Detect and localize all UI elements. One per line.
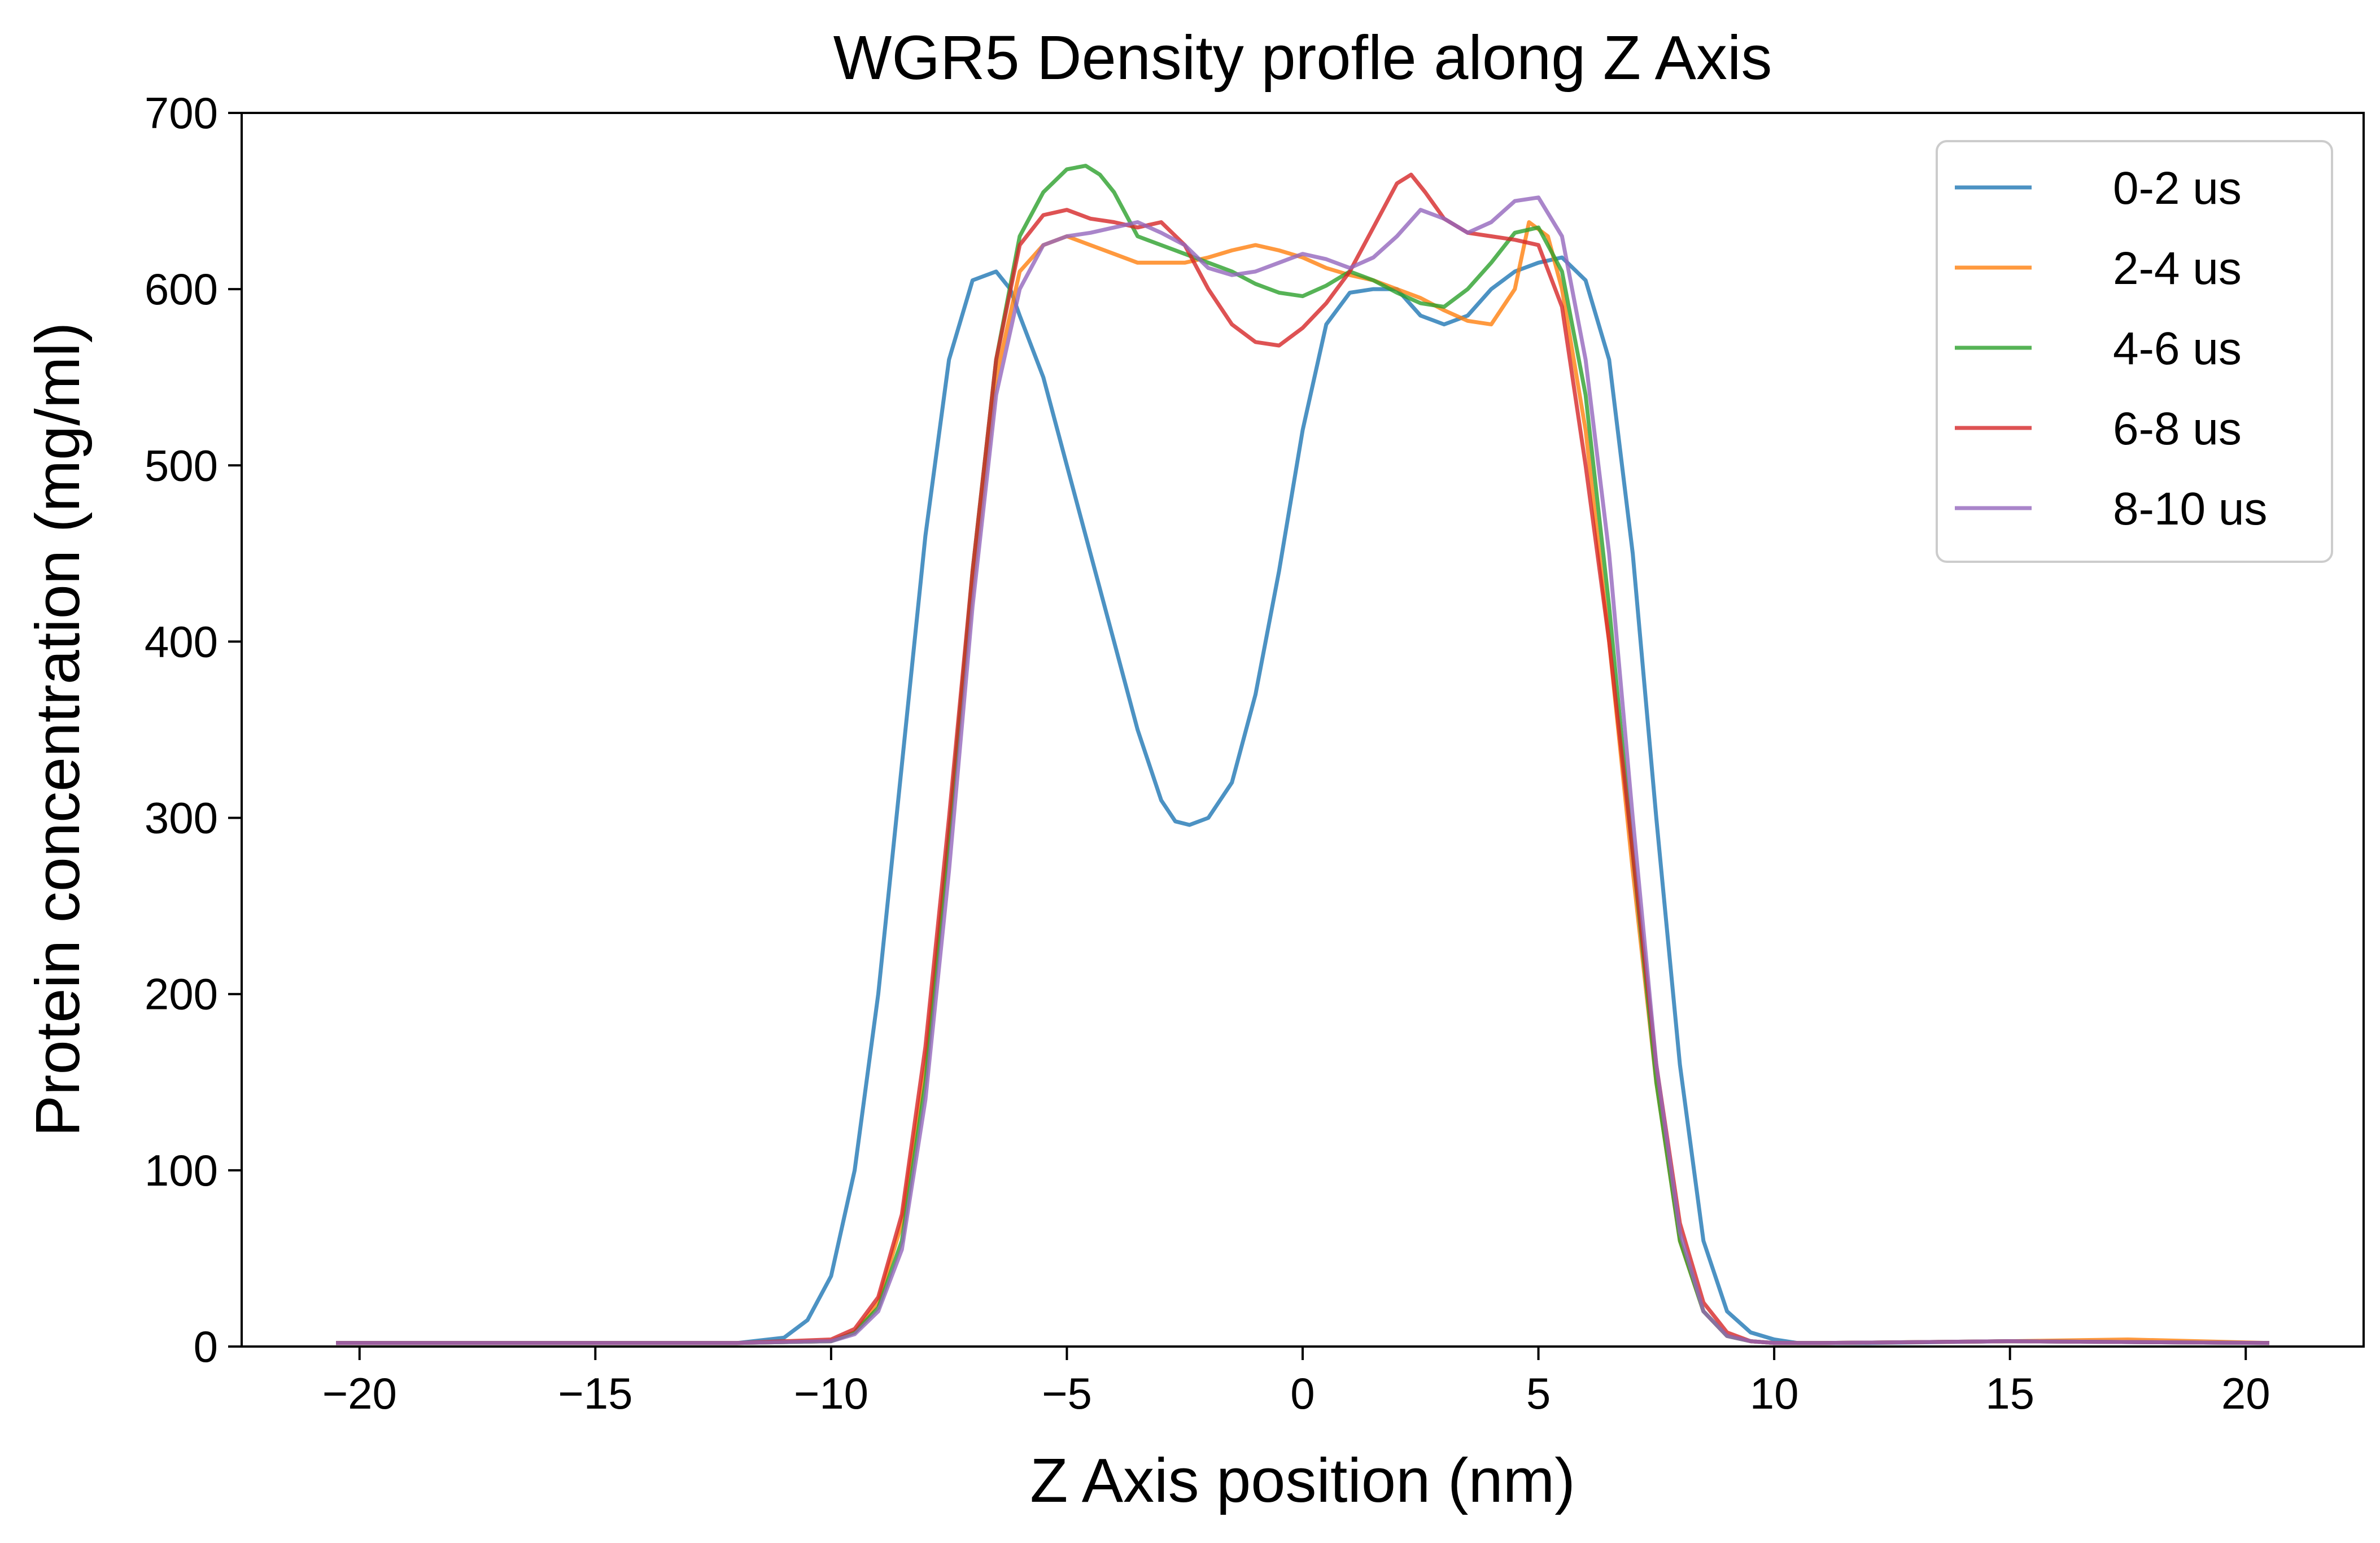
series-layer — [336, 164, 2270, 1345]
y-tick-label: 700 — [145, 88, 218, 138]
legend-label: 2-4 us — [2113, 243, 2242, 294]
y-axis-ticks: 0 100 200 300 400 500 600 700 — [145, 88, 242, 1371]
legend-items: 0-2 us 2-4 us 4-6 us 6-8 us 8-10 us — [1955, 163, 2268, 535]
y-tick-label: 200 — [145, 969, 218, 1019]
y-tick-label: 0 — [194, 1322, 218, 1371]
x-tick-label: −10 — [794, 1369, 868, 1418]
series-line-1 — [336, 255, 2270, 1345]
chart-title: WGR5 Density profle along Z Axis — [833, 23, 1772, 93]
legend-label: 8-10 us — [2113, 483, 2268, 535]
x-tick-label: 20 — [2221, 1369, 2270, 1418]
x-tick-label: −15 — [558, 1369, 632, 1418]
x-axis-label: Z Axis position (nm) — [1030, 1446, 1575, 1515]
y-axis-label: Protein concentration (mg/ml) — [23, 322, 93, 1137]
x-tick-label: 5 — [1526, 1369, 1551, 1418]
series-line-3 — [336, 164, 2270, 1345]
x-tick-label: 0 — [1290, 1369, 1315, 1418]
x-axis-ticks: −20 −15 −10 −5 0 5 10 15 20 — [322, 1347, 2270, 1418]
x-tick-label: −20 — [322, 1369, 397, 1418]
y-tick-label: 600 — [145, 264, 218, 314]
legend-label: 6-8 us — [2113, 403, 2242, 454]
y-tick-label: 500 — [145, 440, 218, 490]
x-tick-label: −5 — [1042, 1369, 1092, 1418]
plot-area — [241, 112, 2365, 1348]
legend-frame — [1936, 140, 2333, 563]
legend: 0-2 us 2-4 us 4-6 us 6-8 us 8-10 us — [1936, 140, 2333, 563]
y-tick-label: 100 — [145, 1146, 218, 1195]
legend-label: 0-2 us — [2113, 163, 2242, 214]
x-tick-label: 10 — [1750, 1369, 1799, 1418]
y-tick-label: 300 — [145, 793, 218, 843]
legend-label: 4-6 us — [2113, 323, 2242, 374]
series-line-5 — [336, 195, 2270, 1345]
y-tick-label: 400 — [145, 617, 218, 666]
x-tick-label: 15 — [1985, 1369, 2034, 1418]
